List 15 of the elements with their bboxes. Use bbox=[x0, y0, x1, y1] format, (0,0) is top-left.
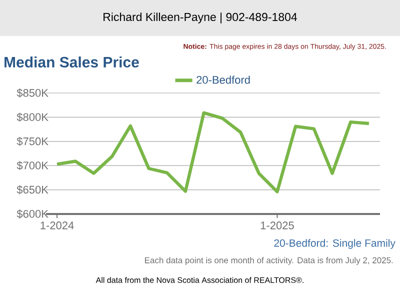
y-tick-label: $650K bbox=[16, 185, 48, 194]
text: All data from the Nova Scotia Association of REALTORS®. bbox=[96, 277, 304, 283]
legend-label: 20-Bedford bbox=[196, 76, 250, 84]
text: 20-Bedford: Single Family bbox=[274, 239, 396, 249]
y-tick-label: $750K bbox=[16, 136, 48, 146]
line-series bbox=[55, 111, 371, 194]
y-tick-label: $600K bbox=[16, 210, 48, 218]
y-tick-label: $850K bbox=[16, 88, 48, 98]
y-tick-label: $800K bbox=[16, 112, 48, 122]
x-tick-label: 1-2025 bbox=[260, 222, 294, 230]
y-tick-label: $700K bbox=[16, 161, 48, 170]
text: Each data point is one month of activity. Data is from July 2, 2025. bbox=[145, 257, 393, 265]
x-tick-label: 1-2024 bbox=[40, 222, 74, 230]
chart-title: Median Sales Price bbox=[4, 56, 139, 68]
text: Richard Killeen-Payne | 902-489-1804 bbox=[104, 12, 297, 24]
